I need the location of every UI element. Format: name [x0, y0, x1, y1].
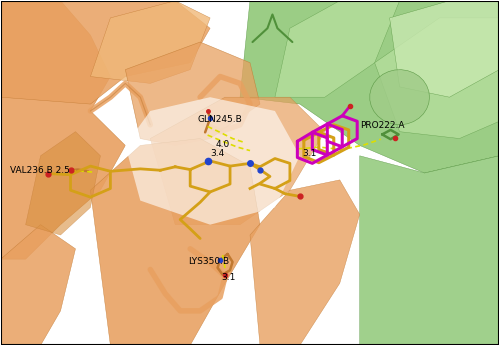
- Polygon shape: [370, 70, 430, 125]
- Polygon shape: [250, 180, 360, 345]
- Polygon shape: [126, 42, 260, 145]
- Polygon shape: [0, 1, 126, 259]
- Polygon shape: [90, 1, 210, 83]
- Polygon shape: [126, 97, 300, 225]
- Text: 4.0: 4.0: [215, 140, 230, 149]
- Polygon shape: [0, 225, 76, 345]
- Polygon shape: [150, 97, 325, 225]
- Text: GLN245.B: GLN245.B: [198, 115, 242, 124]
- Text: PRO222.A: PRO222.A: [360, 121, 404, 130]
- Polygon shape: [26, 131, 101, 235]
- Polygon shape: [390, 1, 500, 97]
- Polygon shape: [374, 18, 500, 138]
- Polygon shape: [360, 156, 500, 345]
- Polygon shape: [275, 1, 400, 97]
- Polygon shape: [0, 1, 210, 104]
- Text: LYS350.B: LYS350.B: [188, 257, 229, 266]
- Text: 3.4: 3.4: [210, 148, 224, 157]
- Text: 3.1: 3.1: [302, 148, 316, 157]
- Text: VAL236.B 2.5: VAL236.B 2.5: [10, 166, 70, 175]
- Polygon shape: [240, 1, 500, 173]
- Text: 3.1: 3.1: [221, 273, 236, 282]
- Polygon shape: [90, 138, 260, 345]
